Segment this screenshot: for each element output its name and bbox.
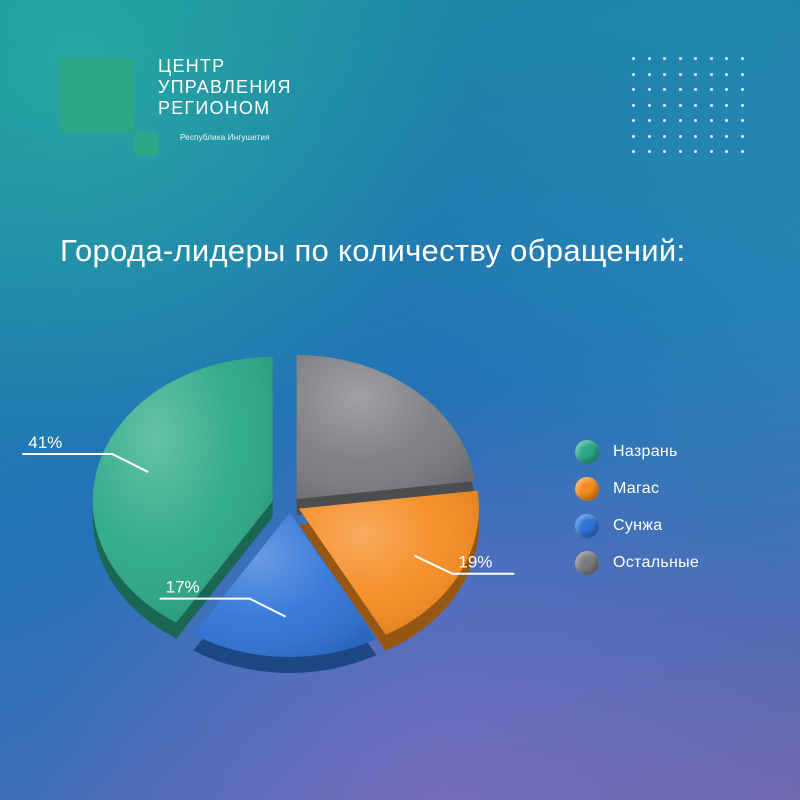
decorative-dot — [694, 119, 697, 122]
decorative-dot — [647, 103, 651, 107]
legend-item: Сунжа — [575, 507, 699, 544]
legend-swatch — [575, 513, 599, 538]
decorative-dot — [725, 103, 728, 107]
legend-label: Остальные — [613, 553, 700, 571]
pie-slice-highlight-1 — [296, 354, 476, 499]
brand-name-line-1: ЦЕНТР — [158, 56, 226, 76]
legend-label: Сунжа — [613, 516, 663, 534]
brand-name: ЦЕНТР УПРАВЛЕНИЯ РЕГИОНОМ — [158, 56, 292, 119]
legend-swatch — [575, 550, 599, 575]
decorative-dot — [632, 103, 635, 107]
decorative-dot — [678, 57, 682, 60]
logo-square-small — [134, 132, 158, 156]
decorative-dot — [678, 150, 682, 153]
decorative-dot — [725, 72, 728, 76]
decorative-dot — [740, 150, 744, 153]
decorative-dot — [632, 57, 635, 60]
decorative-dot — [740, 72, 744, 76]
decorative-dot — [740, 134, 744, 138]
decorative-dot — [740, 57, 744, 60]
decorative-dot — [694, 88, 697, 91]
leader-line-0 — [22, 453, 149, 473]
decorative-dot — [647, 72, 651, 76]
decorative-dot — [632, 150, 635, 153]
brand-name-line-3: РЕГИОНОМ — [158, 98, 271, 118]
decorative-dot — [725, 134, 728, 138]
pie-slice-highlight-3 — [193, 512, 377, 657]
decorative-dot — [678, 103, 682, 107]
decorative-dot — [678, 72, 682, 76]
decorative-dot — [632, 88, 635, 91]
data-label-3: 17% — [166, 578, 200, 597]
decorative-dot — [678, 134, 682, 138]
decorative-dot — [647, 57, 651, 60]
decorative-dot — [725, 57, 728, 60]
decorative-dot — [694, 72, 697, 76]
decorative-dot — [709, 103, 713, 107]
decorative-dot — [740, 119, 744, 122]
pie-slice-highlight-0 — [92, 356, 273, 623]
decorative-dot — [725, 88, 728, 91]
data-label-2: 19% — [458, 553, 492, 572]
legend-item: Остальные — [575, 544, 699, 581]
decorative-dot-grid — [632, 57, 752, 167]
legend-label: Магас — [613, 479, 660, 497]
decorative-dot — [647, 88, 651, 91]
decorative-dot — [647, 134, 651, 138]
decorative-dot — [709, 72, 713, 76]
leader-line-3 — [159, 597, 287, 618]
chart-legend: Назрань Магас Сунжа Остальные — [575, 433, 699, 581]
decorative-dot — [663, 150, 666, 153]
decorative-dot — [709, 57, 713, 60]
legend-label: Назрань — [613, 442, 678, 460]
decorative-dot — [694, 57, 697, 60]
decorative-dot — [725, 119, 728, 122]
decorative-dot — [678, 88, 682, 91]
data-label-0: 41% — [28, 433, 62, 452]
decorative-dot — [663, 103, 666, 107]
decorative-dot — [709, 119, 713, 122]
decorative-dot — [740, 88, 744, 91]
decorative-dot — [709, 150, 713, 153]
decorative-dot — [663, 88, 666, 91]
decorative-dot — [632, 119, 635, 122]
brand-name-line-2: УПРАВЛЕНИЯ — [158, 77, 292, 97]
decorative-dot — [663, 134, 666, 138]
pie-slice-highlight-2 — [298, 490, 479, 635]
decorative-dot — [632, 134, 635, 138]
legend-swatch — [575, 476, 599, 501]
decorative-dot — [678, 119, 682, 122]
decorative-dot — [694, 150, 697, 153]
legend-item: Магас — [575, 470, 699, 507]
decorative-dot — [647, 150, 651, 153]
decorative-dot — [694, 134, 697, 138]
decorative-dot — [694, 103, 697, 107]
decorative-dot — [709, 88, 713, 91]
chart-title: Города-лидеры по количеству обращений: — [60, 233, 686, 268]
decorative-dot — [725, 150, 728, 153]
legend-swatch — [575, 439, 599, 464]
logo-square-large — [60, 58, 134, 132]
decorative-dot — [740, 103, 744, 107]
decorative-dot — [663, 119, 666, 122]
decorative-dot — [647, 119, 651, 122]
decorative-dot — [663, 57, 666, 60]
decorative-dot — [663, 72, 666, 76]
leader-line-2 — [413, 554, 515, 575]
decorative-dot — [709, 134, 713, 138]
legend-item: Назрань — [575, 433, 699, 470]
decorative-dot — [632, 72, 635, 76]
brand-subtitle: Республика Ингушетия — [180, 133, 270, 142]
